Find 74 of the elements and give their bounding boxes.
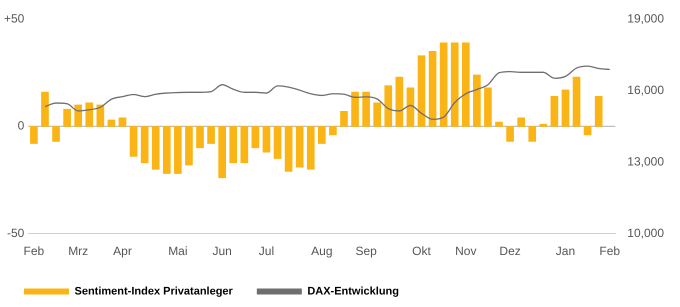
bar bbox=[396, 76, 404, 127]
bar bbox=[140, 126, 148, 164]
bar bbox=[162, 126, 171, 174]
bar bbox=[41, 92, 49, 127]
bar bbox=[484, 87, 492, 127]
bar bbox=[74, 104, 82, 127]
bar bbox=[572, 76, 580, 127]
bar bbox=[340, 111, 348, 127]
legend-label: DAX-Entwicklung bbox=[307, 286, 399, 298]
bar bbox=[174, 126, 182, 174]
x-tick-label: Aug bbox=[311, 244, 333, 258]
bar bbox=[351, 92, 359, 127]
x-tick-label: Okt bbox=[412, 244, 432, 258]
bar bbox=[562, 90, 570, 127]
bar bbox=[418, 55, 426, 127]
x-tick-label: Apr bbox=[113, 244, 132, 258]
x-tick-label: Nov bbox=[455, 244, 476, 258]
bar bbox=[306, 126, 315, 170]
bar bbox=[362, 92, 370, 127]
bar bbox=[528, 126, 536, 142]
bar bbox=[517, 117, 525, 127]
bar bbox=[462, 42, 470, 127]
bar bbox=[495, 122, 503, 127]
x-tick-label: Jun bbox=[212, 244, 232, 258]
x-tick-label: Mrz bbox=[68, 244, 88, 258]
bar bbox=[252, 126, 260, 148]
legend-label: Sentiment-Index Privatanleger bbox=[74, 286, 234, 298]
y-tick-label: +50 bbox=[4, 12, 25, 26]
bar bbox=[240, 126, 248, 164]
bar bbox=[85, 102, 94, 127]
bar bbox=[63, 108, 71, 127]
x-tick-label: Dez bbox=[499, 244, 521, 258]
x-tick-label: Jan bbox=[556, 244, 576, 258]
x-tick-label: Feb bbox=[599, 244, 620, 258]
bar bbox=[428, 51, 436, 127]
line-series bbox=[44, 65, 610, 120]
x-tick-label: Feb bbox=[24, 244, 45, 258]
bar bbox=[506, 126, 514, 142]
bar bbox=[196, 126, 204, 148]
bar bbox=[118, 117, 126, 127]
bar bbox=[406, 87, 414, 127]
bar bbox=[550, 96, 558, 127]
x-tick-label: Sep bbox=[355, 244, 378, 258]
bar bbox=[207, 126, 215, 144]
bar bbox=[384, 85, 392, 127]
bar bbox=[262, 126, 270, 152]
bar bbox=[52, 126, 60, 142]
y2-tick-label: 19,000 bbox=[627, 12, 664, 26]
x-tick-label: Jul bbox=[258, 244, 274, 258]
bar bbox=[450, 42, 459, 127]
y-tick-label: 0 bbox=[18, 118, 25, 133]
bar bbox=[329, 126, 337, 136]
bar bbox=[229, 126, 238, 164]
bar bbox=[373, 102, 382, 127]
bar bbox=[108, 120, 116, 127]
bar bbox=[284, 126, 292, 172]
bar bbox=[296, 126, 304, 168]
y-tick-label: -50 bbox=[7, 226, 25, 240]
bar bbox=[185, 126, 193, 166]
bar bbox=[473, 74, 481, 127]
bar bbox=[130, 126, 138, 157]
bar bbox=[274, 126, 282, 159]
bar bbox=[318, 126, 326, 144]
bar bbox=[30, 126, 38, 144]
bar bbox=[152, 126, 160, 170]
bar bbox=[96, 104, 104, 127]
y2-tick-label: 13,000 bbox=[627, 154, 664, 168]
x-tick-label: Mai bbox=[168, 244, 188, 258]
bar bbox=[584, 126, 592, 136]
bar bbox=[594, 96, 603, 127]
y2-tick-label: 10,000 bbox=[627, 226, 664, 240]
y2-tick-label: 16,000 bbox=[627, 82, 664, 97]
bar bbox=[218, 126, 226, 178]
bar bbox=[440, 42, 448, 127]
